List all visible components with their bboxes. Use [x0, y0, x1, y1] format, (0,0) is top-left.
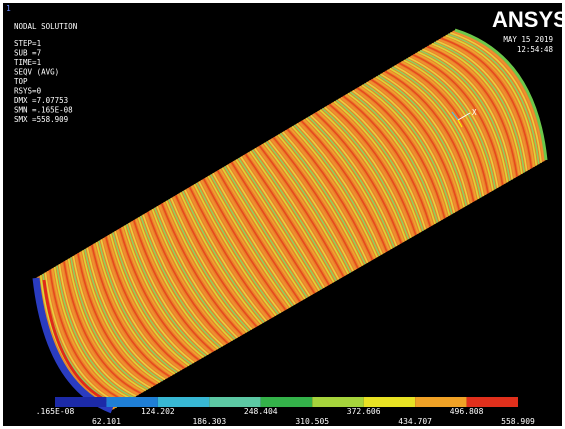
legend-swatch	[415, 397, 466, 407]
info-line: SMX =558.909	[14, 115, 68, 124]
info-title: NODAL SOLUTION	[14, 22, 77, 31]
legend-label: 248.404	[244, 407, 278, 416]
legend-label: .165E-08	[36, 407, 75, 416]
legend-swatch	[106, 397, 157, 407]
legend-swatch	[55, 397, 106, 407]
legend-swatch	[312, 397, 363, 407]
legend-label: 496.808	[450, 407, 484, 416]
info-line: TOP	[14, 77, 28, 86]
info-line: DMX =7.07753	[14, 96, 68, 105]
ansys-viewport: 1 NODAL SOLUTION ANSYS MAY 15 2019 12:54…	[0, 0, 565, 429]
window-number: 1	[6, 4, 11, 13]
info-line: TIME=1	[14, 58, 41, 67]
ansys-logo: ANSYS	[492, 7, 565, 32]
legend-label: 124.202	[141, 407, 175, 416]
date: MAY 15 2019	[503, 35, 553, 44]
legend-swatch	[364, 397, 415, 407]
legend-swatch	[467, 397, 518, 407]
info-line: STEP=1	[14, 39, 41, 48]
legend-swatch	[261, 397, 312, 407]
legend-label: 186.303	[192, 417, 226, 426]
legend-label: 310.505	[295, 417, 329, 426]
legend-label: 62.101	[92, 417, 121, 426]
legend-label: 372.606	[347, 407, 381, 416]
info-line: RSYS=0	[14, 87, 42, 96]
page: {"window_number": "1", "info": {"title":…	[0, 0, 565, 429]
legend-label: 558.909	[501, 417, 535, 426]
info-line: SEQV (AVG)	[14, 68, 59, 77]
legend-label: 434.707	[398, 417, 432, 426]
time: 12:54:48	[517, 45, 554, 54]
legend-swatch	[209, 397, 260, 407]
info-line: SMN =.165E-08	[14, 106, 73, 115]
info-line: SUB =7	[14, 49, 41, 58]
axis-x-label: X	[472, 108, 477, 117]
legend-swatch	[158, 397, 209, 407]
